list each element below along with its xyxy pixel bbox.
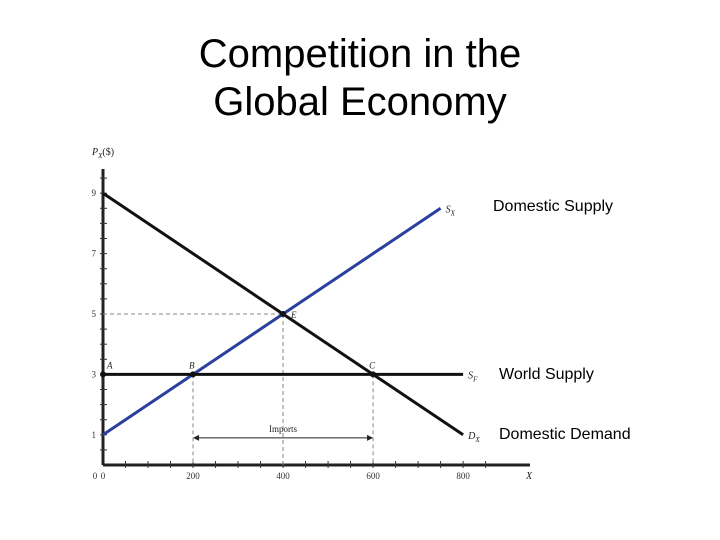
domestic-demand-callout: Domestic Demand: [499, 426, 631, 443]
x-tick-label: 200: [186, 471, 200, 481]
origin-label: 0: [93, 471, 98, 481]
title-line-1: Competition in the: [198, 32, 522, 76]
point-e: [280, 311, 287, 317]
domestic-supply-callout: Domestic Supply: [493, 198, 614, 215]
point-label-a: A: [106, 360, 113, 370]
slide-title: Competition in the Global Economy: [0, 30, 720, 126]
series-label-dx: DX: [467, 431, 480, 444]
title-line-2: Global Economy: [213, 80, 507, 124]
point-c: [370, 371, 377, 378]
series-label-sf: SF: [468, 370, 478, 383]
y-tick-label: 1: [92, 430, 97, 440]
series-label-sx: SX: [446, 204, 456, 217]
y-tick-label: 5: [92, 309, 97, 319]
x-tick-label: 800: [456, 471, 470, 481]
y-tick-label: 3: [92, 369, 97, 379]
series-line-sx: [102, 207, 442, 437]
x-tick-label: 600: [366, 471, 380, 481]
point-label-c: C: [369, 360, 376, 370]
imports-arrow-head: [367, 434, 374, 441]
y-tick-label: 7: [92, 249, 97, 259]
world-supply-callout: World Supply: [499, 366, 594, 383]
point-b: [190, 371, 197, 378]
x-axis-label: X: [525, 471, 533, 482]
x-tick-label: 400: [276, 471, 290, 481]
x-tick-label: 0: [101, 471, 106, 481]
imports-arrow-head: [193, 434, 200, 441]
point-label-b: B: [189, 360, 195, 370]
point-a: [100, 371, 106, 378]
y-tick-label: 9: [92, 188, 97, 198]
y-axis-label: PX($): [91, 147, 114, 160]
imports-label: Imports: [269, 424, 297, 434]
point-label-e: E: [290, 310, 297, 320]
